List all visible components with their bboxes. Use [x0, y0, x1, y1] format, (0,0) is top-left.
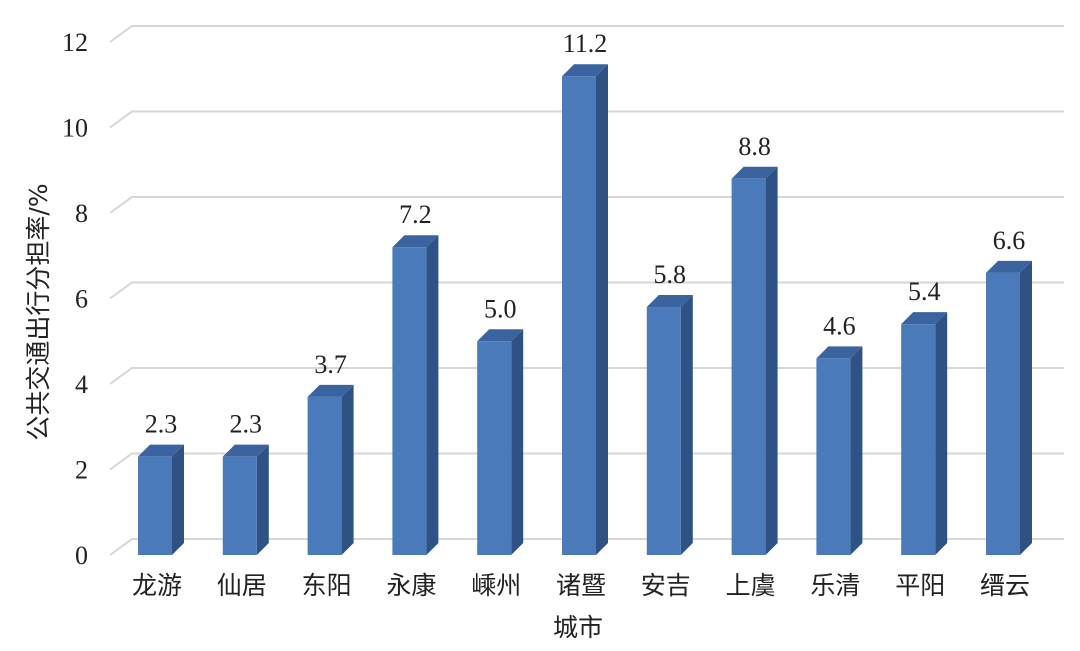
y-tick-label: 10 — [62, 114, 88, 143]
bar-front — [477, 341, 512, 555]
bar-side — [172, 444, 184, 555]
bar-side — [935, 312, 948, 555]
bar-front — [986, 272, 1020, 555]
x-category-label: 安吉 — [641, 571, 691, 600]
bar — [138, 444, 184, 555]
data-label: 11.2 — [563, 29, 608, 58]
bar-front — [901, 324, 936, 555]
bar-front — [816, 358, 851, 555]
bar — [477, 329, 524, 555]
data-label: 2.3 — [230, 410, 263, 439]
bar — [816, 346, 863, 555]
bar-side — [511, 329, 524, 555]
bar-front — [731, 178, 766, 556]
bar-front — [307, 396, 342, 555]
bar-front — [138, 456, 172, 555]
bar-top — [477, 329, 524, 342]
bar-top — [816, 346, 863, 359]
bar — [901, 312, 948, 555]
bar-top — [307, 384, 354, 397]
bar-front — [562, 76, 596, 555]
bar — [222, 444, 269, 555]
bar — [562, 64, 608, 555]
bar-top — [901, 312, 948, 325]
bar-front — [222, 456, 257, 555]
gridlines — [109, 25, 1064, 556]
bar-top — [138, 444, 184, 457]
data-label: 5.4 — [908, 277, 941, 306]
bar-side — [850, 346, 863, 555]
x-axis-title: 城市 — [553, 613, 603, 642]
bar-side — [341, 384, 354, 555]
bar-top — [222, 444, 269, 457]
data-label: 6.6 — [993, 226, 1026, 255]
y-tick-label: 12 — [62, 28, 88, 57]
y-tick-label: 0 — [75, 541, 88, 570]
x-category-label: 仙居 — [217, 571, 267, 600]
y-axis-ticks: 0 2 4 6 8 10 12 — [62, 28, 88, 570]
gridline — [109, 110, 1064, 129]
y-tick-label: 2 — [75, 456, 88, 485]
data-label: 3.7 — [314, 350, 347, 379]
bar — [646, 295, 693, 555]
x-axis-categories: 龙游 仙居 东阳 永康 嵊州 诸暨 安吉 上虞 乐清 平阳 缙云 — [132, 571, 1030, 600]
bar-side — [256, 444, 269, 555]
x-category-label: 乐清 — [810, 571, 860, 600]
y-tick-label: 6 — [75, 285, 88, 314]
bar-top — [562, 64, 608, 77]
bar-side — [1020, 260, 1032, 555]
data-labels: 2.3 2.3 3.7 7.2 5.0 11.2 5.8 8.8 4.6 5.4 6.6 — [145, 29, 1026, 438]
x-category-label: 龙游 — [132, 571, 182, 600]
bar-side — [426, 235, 439, 555]
x-category-label: 东阳 — [302, 571, 352, 600]
bar-top — [392, 235, 439, 248]
y-tick-label: 8 — [75, 199, 88, 228]
bar — [392, 235, 439, 555]
x-category-label: 嵊州 — [471, 571, 521, 600]
x-category-label: 上虞 — [726, 571, 776, 600]
x-category-label: 永康 — [386, 571, 436, 600]
data-label: 7.2 — [399, 200, 432, 229]
data-label: 5.0 — [484, 294, 517, 323]
bar-side — [596, 64, 608, 555]
y-axis-title: 公共交通出行分担率/% — [24, 183, 53, 440]
bar-front — [646, 307, 681, 555]
data-label: 5.8 — [654, 260, 687, 289]
bar-top — [986, 260, 1032, 273]
data-label: 4.6 — [823, 311, 856, 340]
x-category-label: 平阳 — [895, 571, 945, 600]
data-label: 8.8 — [738, 132, 771, 161]
y-tick-label: 4 — [75, 370, 88, 399]
bar — [307, 384, 354, 555]
gridline — [109, 25, 1064, 43]
x-category-label: 缙云 — [980, 571, 1030, 600]
bar — [731, 166, 778, 556]
bar — [986, 260, 1032, 555]
bar-top — [731, 166, 778, 179]
bar-front — [392, 247, 427, 555]
data-label: 2.3 — [145, 410, 178, 439]
bars — [138, 64, 1032, 556]
bar-side — [680, 295, 693, 555]
bar-top — [646, 295, 693, 308]
bar-side — [765, 166, 778, 556]
x-category-label: 诸暨 — [556, 571, 606, 600]
